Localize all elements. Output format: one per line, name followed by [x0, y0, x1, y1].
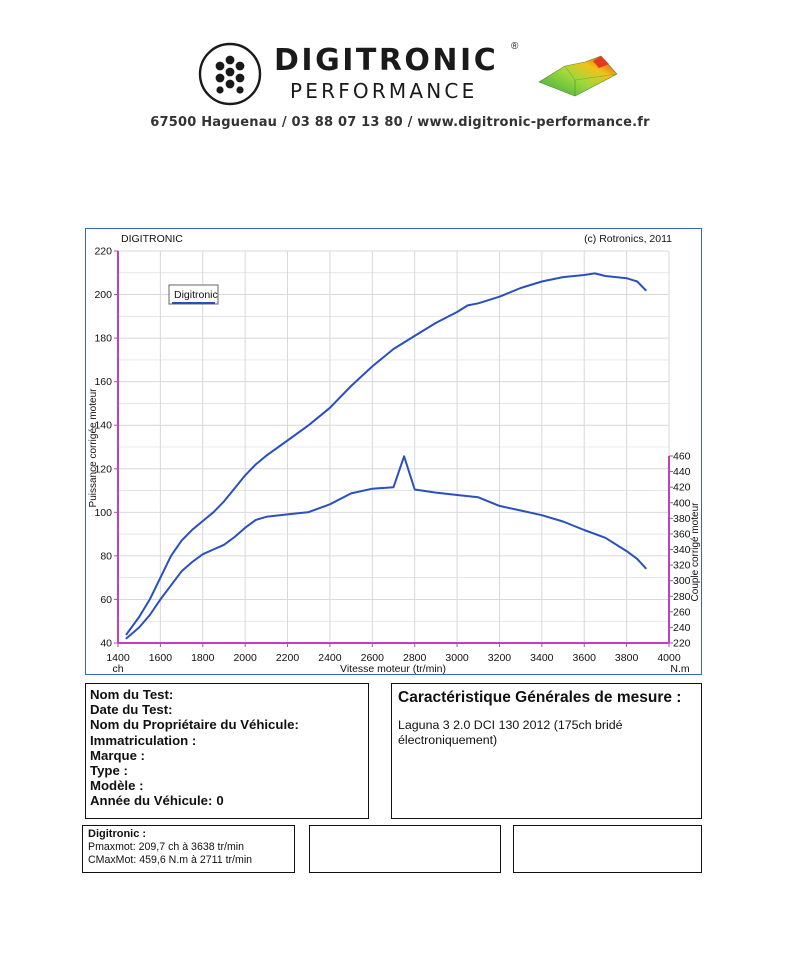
x-tick-label: 2400 — [318, 652, 342, 664]
summary-title: Digitronic : — [88, 828, 147, 840]
torque-curve — [125, 455, 647, 640]
y-left-tick-label: 160 — [94, 376, 112, 388]
test-info-value: 0 — [216, 793, 224, 809]
characteristics-title: Caractéristique Générales de mesure : — [398, 689, 682, 706]
characteristics-description: Laguna 3 2.0 DCI 130 2012 (175ch bridé é… — [398, 718, 623, 747]
y-right-tick-label: 260 — [673, 606, 691, 618]
registered-mark: ® — [511, 41, 519, 52]
y-right-axis-title: Couple corrigé moteur — [690, 502, 701, 602]
dyno-chart: 1400 1600 1800 2000 2200 2400 2600 2800 3000 3200… — [88, 233, 701, 675]
y-right-tick-label: 420 — [673, 482, 691, 494]
contact-line: 67500 Haguenau / 03 88 07 13 80 / www.di… — [150, 115, 650, 130]
test-info-row: Année du Véhicule: 0 — [90, 793, 364, 808]
x-tick-label: 1600 — [149, 652, 173, 664]
test-info-row: Marque : — [90, 748, 364, 763]
brand-subtitle: PERFORMANCE — [290, 79, 478, 103]
curve-layer — [125, 272, 647, 640]
test-info-label: Année du Véhicule: — [90, 793, 213, 809]
x-tick-label: 2800 — [403, 652, 427, 664]
test-info-label: Immatriculation : — [90, 732, 197, 748]
y-right-tick-label: 460 — [673, 451, 691, 463]
power-curve — [125, 272, 647, 636]
test-info-label: Modèle : — [90, 778, 144, 794]
y-right-tick-label: 280 — [673, 591, 691, 603]
empty-box — [513, 825, 702, 873]
x-unit-right: N.m — [670, 663, 690, 675]
y-right-tick-label: 380 — [673, 513, 691, 525]
x-tick-label: 1400 — [106, 652, 130, 664]
legend: Digitronic — [168, 284, 219, 305]
x-tick-label: 2000 — [233, 652, 257, 664]
x-tick-label: 3600 — [573, 652, 597, 664]
empty-box — [309, 825, 501, 873]
dyno-chart-frame — [85, 228, 702, 675]
axis-layer: 1400 1600 1800 2000 2200 2400 2600 2800 3000 3200… — [94, 246, 690, 665]
y-right-tick-label: 340 — [673, 544, 691, 556]
legend-label: Digitronic — [174, 289, 218, 301]
y-right-tick-label: 360 — [673, 528, 691, 540]
y-left-tick-label: 40 — [100, 638, 112, 650]
test-info-row: Date du Test: — [90, 702, 364, 717]
test-info-rows: Nom du Test: Date du Test: Nom du Propriét… — [90, 687, 364, 809]
x-tick-label: 3200 — [488, 652, 512, 664]
peak-summary-box: Digitronic : Pmaxmot: 209,7 ch à 3638 tr… — [82, 825, 295, 873]
3d-surface-map-icon — [538, 55, 618, 97]
max-torque-line: CMaxMot: 459,6 N.m à 2711 tr/min — [88, 854, 253, 866]
test-info-row: Immatriculation : — [90, 733, 364, 748]
x-tick-label: 3800 — [615, 652, 639, 664]
y-right-tick-label: 220 — [673, 638, 691, 650]
y-right-tick-label: 440 — [673, 466, 691, 478]
grid-layer — [118, 250, 670, 643]
y-left-tick-label: 100 — [94, 507, 112, 519]
y-left-axis-title: Puissance corrigée moteur — [88, 388, 99, 508]
test-info-row: Type : — [90, 763, 364, 778]
y-left-tick-label: 80 — [100, 550, 112, 562]
characteristics-box: Caractéristique Générales de mesure : La… — [391, 683, 702, 819]
chart-copyright: (c) Rotronics, 2011 — [584, 233, 672, 245]
y-left-tick-label: 180 — [94, 333, 112, 345]
y-right-tick-label: 400 — [673, 497, 691, 509]
test-info-row: Nom du Propriétaire du Véhicule: — [90, 717, 364, 732]
y-left-tick-label: 200 — [94, 289, 112, 301]
test-info-label: Nom du Test: — [90, 687, 174, 702]
y-right-tick-label: 240 — [673, 622, 691, 634]
chart-title-left: DIGITRONIC — [121, 233, 183, 245]
x-unit-left: ch — [112, 663, 123, 675]
x-axis-title: Vitesse moteur (tr/min) — [340, 663, 446, 675]
x-tick-label: 3000 — [445, 652, 469, 664]
test-info-label: Nom du Propriétaire du Véhicule: — [90, 717, 299, 733]
digitronic-logo-icon — [198, 42, 262, 106]
x-tick-label: 3400 — [530, 652, 554, 664]
test-info-row: Nom du Test: — [90, 687, 364, 702]
y-right-tick-label: 320 — [673, 560, 691, 572]
y-left-tick-label: 220 — [94, 246, 112, 258]
max-power-line: Pmaxmot: 209,7 ch à 3638 tr/min — [88, 841, 245, 853]
test-info-box: Nom du Test: Date du Test: Nom du Propriét… — [85, 683, 369, 819]
x-tick-label: 2600 — [361, 652, 385, 664]
y-left-tick-label: 60 — [100, 594, 112, 606]
y-right-tick-label: 300 — [673, 575, 691, 587]
test-info-label: Date du Test: — [90, 702, 173, 718]
test-info-label: Type : — [90, 763, 128, 779]
test-info-row: Modèle : — [90, 778, 364, 793]
x-tick-label: 2200 — [276, 652, 300, 664]
y-left-tick-label: 120 — [94, 463, 112, 475]
x-tick-label: 4000 — [657, 652, 681, 664]
x-tick-label: 1800 — [191, 652, 215, 664]
y-left-tick-label: 140 — [94, 420, 112, 432]
brand-name: DIGITRONIC — [274, 43, 499, 78]
test-info-label: Marque : — [90, 747, 145, 763]
